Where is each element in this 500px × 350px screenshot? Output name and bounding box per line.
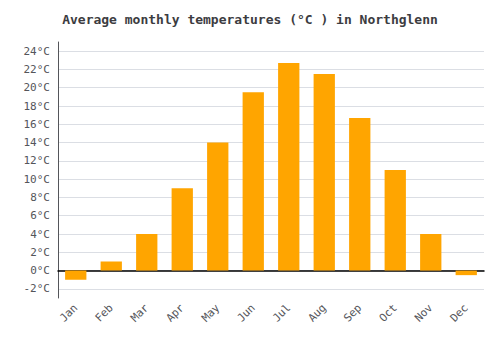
svg-text:Sep: Sep: [341, 301, 364, 324]
svg-text:0°C: 0°C: [30, 264, 50, 277]
svg-text:14°C: 14°C: [24, 136, 51, 149]
svg-text:20°C: 20°C: [24, 81, 51, 94]
svg-text:8°C: 8°C: [30, 191, 50, 204]
svg-text:2°C: 2°C: [30, 246, 50, 259]
svg-text:Oct: Oct: [377, 301, 400, 324]
svg-text:Jul: Jul: [270, 301, 293, 324]
svg-text:Jan: Jan: [57, 301, 80, 324]
svg-text:22°C: 22°C: [24, 63, 51, 76]
svg-text:Dec: Dec: [448, 301, 471, 324]
svg-text:Feb: Feb: [93, 301, 116, 324]
svg-text:Mar: Mar: [128, 301, 151, 324]
svg-text:10°C: 10°C: [24, 173, 51, 186]
svg-text:Nov: Nov: [412, 301, 435, 324]
svg-text:6°C: 6°C: [30, 209, 50, 222]
svg-text:24°C: 24°C: [24, 45, 51, 58]
svg-text:Jun: Jun: [235, 301, 258, 324]
svg-text:18°C: 18°C: [24, 100, 51, 113]
svg-text:Apr: Apr: [164, 301, 187, 324]
svg-text:4°C: 4°C: [30, 228, 50, 241]
svg-text:Average monthly temperatures (: Average monthly temperatures (°C ) in No…: [62, 12, 438, 27]
svg-text:16°C: 16°C: [24, 118, 51, 131]
svg-text:-2°C: -2°C: [24, 282, 51, 295]
svg-text:May: May: [199, 301, 222, 324]
svg-text:Aug: Aug: [306, 301, 329, 324]
svg-text:12°C: 12°C: [24, 154, 51, 167]
